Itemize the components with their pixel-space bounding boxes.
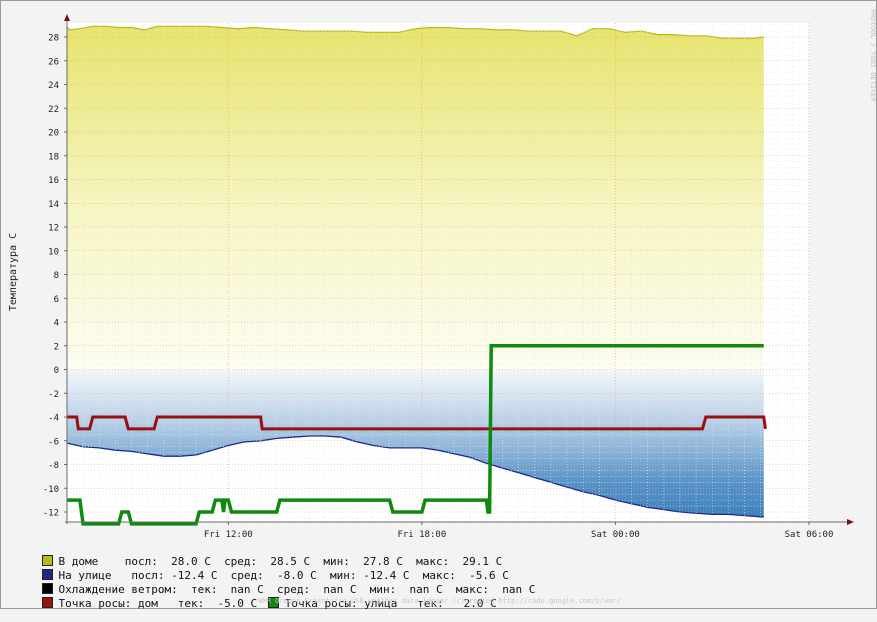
y-tick-label: 8 [54, 271, 59, 281]
y-tick-label: 2 [54, 342, 59, 352]
legend-swatch-indoor [41, 555, 53, 566]
y-tick-label: 4 [54, 319, 59, 329]
temperature-chart: 2826242220181614121086420-2-4-6-8-10-12F… [8, 14, 854, 540]
y-tick-label: 18 [48, 152, 59, 162]
series-indoor-line [66, 25, 764, 39]
y-tick-label: 0 [54, 366, 59, 376]
legend-swatch-outdoor [41, 569, 53, 580]
y-tick-label: -8 [48, 461, 59, 471]
legend-text-dewpoint-home: Точка росы: дом тек: -5.0 C [58, 597, 264, 610]
y-axis-arrow [64, 14, 70, 21]
y-tick-label: 20 [48, 129, 59, 139]
legend-swatch-dewpoint-home [41, 597, 53, 608]
x-tick-label: Fri 18:00 [397, 530, 446, 540]
y-tick-label: 26 [48, 57, 59, 67]
x-axis-arrow [847, 519, 854, 525]
series-dewpoint-street-line [67, 344, 764, 526]
grid [66, 23, 810, 522]
series-outdoor-line [66, 435, 764, 518]
chart-footer: WMR Oregon Scientific USB weather data l… [258, 597, 621, 605]
legend-text-windchill: Охлаждение ветром: тек: nan C сред: nan … [58, 583, 536, 596]
legend-row-windchill: Охлаждение ветром: тек: nan C сред: nan … [15, 571, 535, 608]
legend-row-indoor: В доме посл: 28.0 C сред: 28.5 C мин: 27… [15, 543, 502, 580]
x-tick-labels: Fri 12:00 Fri 18:00 Sat 00:00 Sat 06:00 [204, 522, 833, 540]
y-tick-label: 24 [48, 81, 59, 91]
series-indoor-area [67, 26, 764, 370]
y-tick-label: 22 [48, 105, 59, 115]
legend-text-outdoor: На улице посл: -12.4 C сред: -8.0 C мин:… [58, 569, 509, 582]
x-tick-label: Fri 12:00 [204, 530, 253, 540]
legend-row-dewpoint: Точка росы: дом тек: -5.0 C Точка росы: … [15, 585, 497, 622]
y-tick-label: -10 [43, 485, 59, 495]
legend-text-indoor: В доме посл: 28.0 C сред: 28.5 C мин: 27… [58, 555, 503, 568]
y-tick-label: -2 [48, 390, 59, 400]
series-outdoor-area [67, 369, 764, 517]
legend-swatch-dewpoint-street [267, 597, 279, 608]
legend-row-outdoor: На улице посл: -12.4 C сред: -8.0 C мин:… [15, 557, 509, 594]
x-tick-label: Sat 00:00 [591, 530, 640, 540]
rrdtool-watermark: RRDTOOL / TOBI OETIKER [869, 9, 877, 102]
y-tick-label: 14 [48, 200, 59, 210]
y-tick-label: 6 [54, 295, 59, 305]
y-tick-label: 10 [48, 247, 59, 257]
y-tick-label: -4 [48, 414, 59, 424]
y-tick-label: 12 [48, 224, 59, 234]
legend-swatch-windchill [41, 583, 53, 594]
series-dewpoint-home-line [67, 415, 767, 431]
y-tick-label: -12 [43, 509, 59, 519]
x-tick-label: Sat 06:00 [785, 530, 834, 540]
legend-text-dewpoint-street: Точка росы: улица тек: 2.0 C [284, 597, 497, 610]
y-axis-label: Температура C [8, 233, 19, 311]
y-tick-label: -6 [48, 437, 59, 447]
y-tick-label: 28 [48, 34, 59, 44]
y-tick-label: 16 [48, 176, 59, 186]
